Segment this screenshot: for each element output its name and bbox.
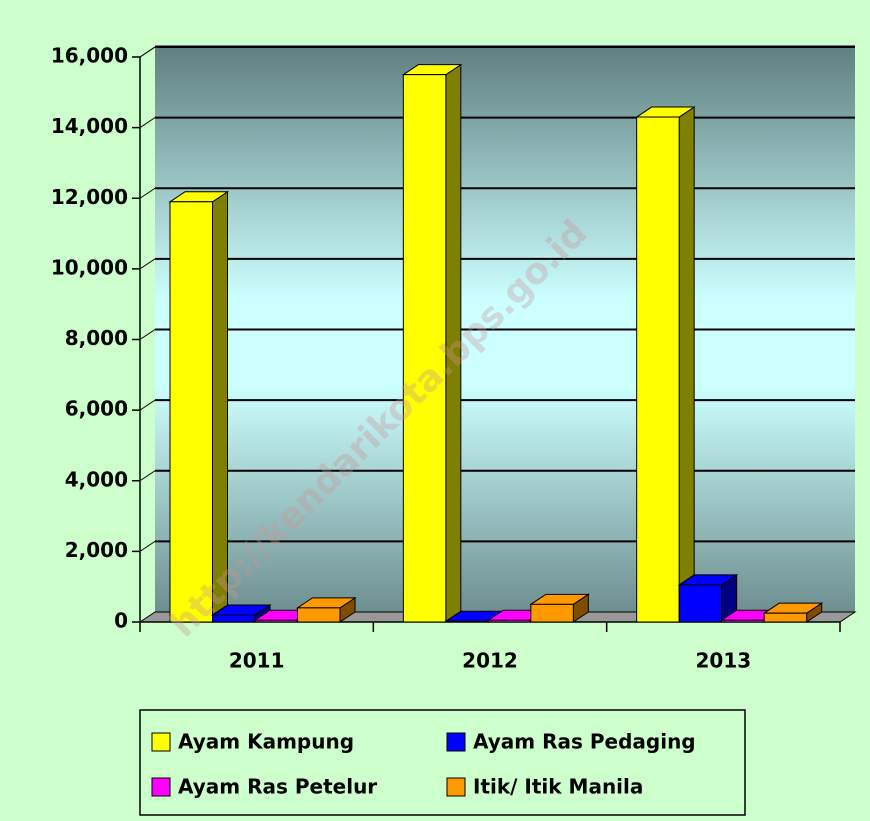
grid-line-side [139,540,156,552]
grid-line-side [139,46,156,58]
legend-swatch [151,732,171,752]
grid-line-side [139,470,156,482]
legend-swatch [151,777,171,797]
y-tick-label: 2,000 [65,538,128,562]
legend-label: Itik/ Itik Manila [473,775,643,799]
grid-line-side [139,187,156,199]
grid-line-side [139,117,156,129]
bar [763,612,808,623]
x-tick-label: 2012 [462,649,518,673]
layer: 0 2,000 4,000 6,000 8,000 10,000 12,000 14,000 1… [51,44,855,799]
bar [402,74,447,623]
y-tick-label: 8,000 [65,326,128,350]
legend-swatch [446,777,466,797]
legend-label: Ayam Kampung [178,730,354,754]
y-tick-label: 6,000 [65,397,128,421]
y-tick-label: 10,000 [51,255,128,279]
y-tick-label: 14,000 [51,114,128,138]
bar [297,607,341,623]
y-tick-label: 4,000 [65,467,128,491]
bar [530,603,574,623]
x-tick-label: 2011 [229,649,285,673]
bar-side [678,106,695,623]
grid-line-side [139,399,156,411]
bar [636,116,680,623]
legend-swatch [446,732,466,752]
legend-label: Ayam Ras Petelur [178,775,377,799]
y-tick-label: 12,000 [51,185,128,209]
legend [139,709,746,816]
x-tick-label: 2013 [695,649,751,673]
bar [445,620,489,623]
bar [212,614,256,623]
bar [487,619,532,623]
y-tick-label: 16,000 [51,44,128,68]
bar [254,619,298,623]
y-tick-label: 0 [114,609,128,633]
bar [169,201,213,623]
legend-label: Ayam Ras Pedaging [473,730,696,754]
bar [721,619,765,623]
grid-line-side [139,329,156,340]
grid-line-side [139,258,156,270]
bar [678,584,723,623]
